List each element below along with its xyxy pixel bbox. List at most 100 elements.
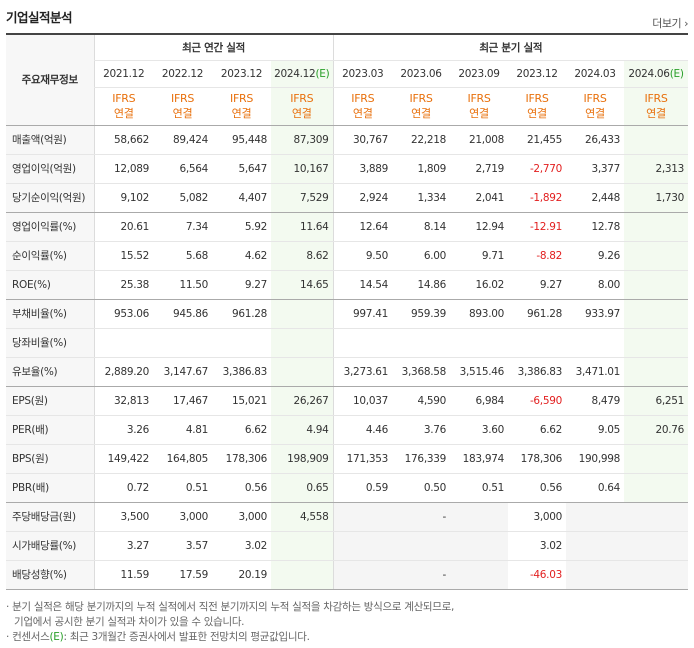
period-header: 2021.12 — [93, 60, 153, 88]
table-cell: 20.76 — [624, 415, 688, 445]
table-cell: 5.68 — [153, 241, 212, 271]
table-cell: 171,353 — [332, 444, 392, 474]
table-cell: 26,433 — [566, 125, 624, 155]
table-cell — [566, 531, 624, 561]
row-label: PBR(배) — [6, 473, 94, 503]
financial-table: 주요재무정보 최근 연간 실적 최근 분기 실적 2021.12 2022.12 2… — [6, 33, 688, 590]
table-cell: 190,998 — [566, 444, 624, 474]
table-cell: 14.65 — [271, 270, 333, 300]
ifrs-label: IFRS 연결 — [624, 87, 688, 126]
table-cell: 3,000 — [508, 502, 566, 532]
row-label: 주당배당금(원) — [6, 502, 94, 532]
table-cell: 3.02 — [212, 531, 271, 561]
period-label: 2024.12 — [274, 67, 316, 80]
row-label: 시가배당률(%) — [6, 531, 94, 561]
table-cell: 3.27 — [93, 531, 153, 561]
table-cell: 4.94 — [271, 415, 333, 445]
table-cell: 4.81 — [153, 415, 212, 445]
table-cell: 9.50 — [332, 241, 392, 271]
table-cell: - — [392, 502, 450, 532]
table-row: PBR(배) 0.72 0.51 0.56 0.65 0.59 0.50 0.51 0.56 0.… — [6, 473, 688, 503]
table-cell: 3.02 — [508, 531, 566, 561]
row-label: 부채비율(%) — [6, 299, 94, 329]
row-label: ROE(%) — [6, 270, 94, 300]
table-cell: 933.97 — [566, 299, 624, 329]
table-cell — [271, 328, 333, 358]
ifrs-line1: IFRS — [409, 92, 433, 105]
period-header: 2024.12(E) — [271, 60, 333, 88]
table-cell: 0.51 — [450, 473, 508, 503]
table-row: 유보율(%) 2,889.20 3,147.67 3,386.83 3,273.61 3,… — [6, 357, 688, 387]
period-header: 2023.09 — [450, 60, 508, 88]
footnotes: · 분기 실적은 해당 분기까지의 누적 실적에서 직전 분기까지의 누적 실적… — [6, 600, 454, 645]
table-cell: 0.51 — [153, 473, 212, 503]
row-label: BPS(원) — [6, 444, 94, 474]
table-cell: 3,000 — [212, 502, 271, 532]
table-cell: 11.59 — [93, 560, 153, 590]
table-cell: 3,377 — [566, 154, 624, 184]
table-row: 영업이익률(%) 20.61 7.34 5.92 11.64 12.64 8.14 12.94… — [6, 212, 688, 242]
ifrs-line1: IFRS — [171, 92, 194, 105]
period-header: 2023.12 — [508, 60, 566, 88]
table-cell: 178,306 — [508, 444, 566, 474]
table-cell: 0.56 — [212, 473, 271, 503]
table-cell: 9.26 — [566, 241, 624, 271]
period-header: 2022.12 — [153, 60, 212, 88]
more-link[interactable]: 더보기 › — [652, 15, 688, 31]
period-header: 2023.12 — [212, 60, 271, 88]
table-cell: 32,813 — [93, 386, 153, 416]
table-cell: 12.64 — [332, 212, 392, 242]
period-header: 2023.03 — [332, 60, 392, 88]
table-cell: 87,309 — [271, 125, 333, 155]
footnote-2: 기업에서 공시한 분기 실적과 차이가 있을 수 있습니다. — [14, 616, 245, 628]
ifrs-line2: 연결 — [527, 107, 547, 120]
period-label: 2023.06 — [400, 67, 442, 80]
table-cell — [450, 560, 508, 590]
table-cell — [271, 299, 333, 329]
table-cell: 9.27 — [212, 270, 271, 300]
table-cell: 7.34 — [153, 212, 212, 242]
table-cell: 26,267 — [271, 386, 333, 416]
table-cell: 12.78 — [566, 212, 624, 242]
table-row: 당기순이익(억원) 9,102 5,082 4,407 7,529 2,924 1,334 2… — [6, 183, 688, 213]
table-cell: 0.59 — [332, 473, 392, 503]
table-cell: 3,368.58 — [392, 357, 450, 387]
period-label: 2023.09 — [458, 67, 500, 80]
table-cell: 95,448 — [212, 125, 271, 155]
table-cell: 9.71 — [450, 241, 508, 271]
period-label: 2021.12 — [103, 67, 145, 80]
table-cell: -46.03 — [508, 560, 566, 590]
table-cell: 198,909 — [271, 444, 333, 474]
table-cell: 0.65 — [271, 473, 333, 503]
table-cell: 961.28 — [508, 299, 566, 329]
table-cell — [271, 531, 333, 561]
annual-group-header: 최근 연간 실적 — [93, 33, 333, 61]
row-label: 매출액(억원) — [6, 125, 94, 155]
ifrs-line1: IFRS — [644, 92, 668, 105]
table-cell: 58,662 — [93, 125, 153, 155]
table-cell: 9.05 — [566, 415, 624, 445]
ifrs-label: IFRS 연결 — [508, 87, 566, 126]
ifrs-line1: IFRS — [467, 92, 491, 105]
ifrs-line2: 연결 — [291, 107, 312, 120]
table-cell: 5,082 — [153, 183, 212, 213]
ifrs-line2: 연결 — [646, 107, 666, 120]
table-cell — [624, 560, 688, 590]
table-cell: -2,770 — [508, 154, 566, 184]
table-row: 순이익률(%) 15.52 5.68 4.62 8.62 9.50 6.00 9.71 -8.8… — [6, 241, 688, 271]
table-cell: 1,809 — [392, 154, 450, 184]
table-cell — [332, 531, 392, 561]
table-cell — [624, 125, 688, 155]
ifrs-label: IFRS 연결 — [271, 87, 333, 126]
table-cell — [624, 270, 688, 300]
row-label: 당좌비율(%) — [6, 328, 94, 358]
table-cell: 2,041 — [450, 183, 508, 213]
footnote-3-est: (E) — [49, 631, 64, 643]
table-cell — [392, 531, 450, 561]
table-cell: 4,590 — [392, 386, 450, 416]
period-label: 2024.06 — [628, 67, 670, 80]
table-cell — [624, 357, 688, 387]
table-row: 부채비율(%) 953.06 945.86 961.28 997.41 959.39 893… — [6, 299, 688, 329]
table-cell: -8.82 — [508, 241, 566, 271]
table-cell: 959.39 — [392, 299, 450, 329]
